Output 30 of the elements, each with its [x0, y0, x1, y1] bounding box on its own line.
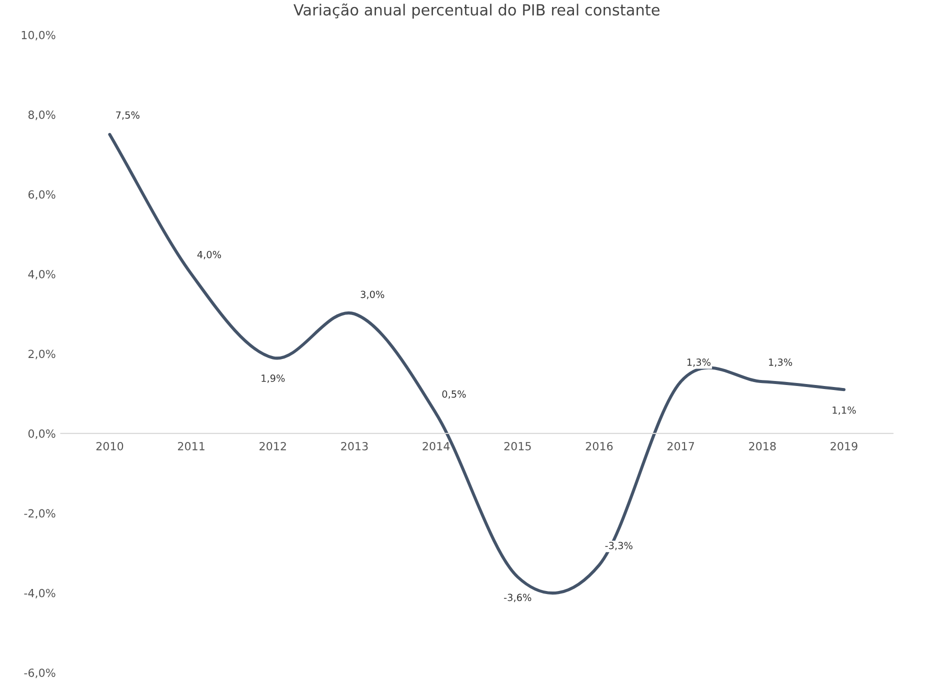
y-tick-label: 10,0% — [22, 30, 56, 40]
x-tick-label: 2010 — [96, 442, 124, 450]
x-tick-label: 2011 — [178, 442, 204, 450]
y-tick-label: -6,0% — [24, 668, 56, 678]
x-tick-label: 2015 — [504, 442, 531, 450]
y-tick-label: 6,0% — [28, 190, 56, 200]
x-tick-label: 2014 — [422, 442, 450, 450]
x-tick-label: 2017 — [667, 442, 694, 450]
y-tick-label: -2,0% — [24, 509, 56, 519]
data-label: -3,6% — [504, 594, 532, 602]
data-label: 1,3% — [687, 358, 711, 367]
data-label: 4,0% — [197, 250, 222, 260]
x-tick-label: 2019 — [830, 442, 858, 450]
y-tick-label: 8,0% — [28, 110, 56, 120]
data-label: 0,5% — [442, 390, 466, 399]
x-tick-label: 2016 — [586, 442, 613, 450]
y-tick-label: 2,0% — [28, 350, 56, 360]
data-label: 7,5% — [116, 111, 140, 120]
y-tick-label: 4,0% — [28, 270, 56, 280]
data-label: 1,3% — [769, 358, 792, 367]
data-label: 3,0% — [360, 290, 384, 300]
data-label: 1,1% — [832, 406, 856, 415]
data-label: -3,3% — [605, 542, 632, 550]
chart-title: Variação anual percentual do PIB real constante — [294, 4, 660, 19]
y-tick-label: 0,0% — [28, 429, 56, 439]
data-label: 1,9% — [262, 374, 285, 383]
x-tick-label: 2018 — [749, 442, 776, 450]
y-tick-label: -4,0% — [24, 588, 56, 598]
x-tick-label: 2013 — [341, 442, 368, 450]
x-tick-label: 2012 — [260, 442, 286, 450]
